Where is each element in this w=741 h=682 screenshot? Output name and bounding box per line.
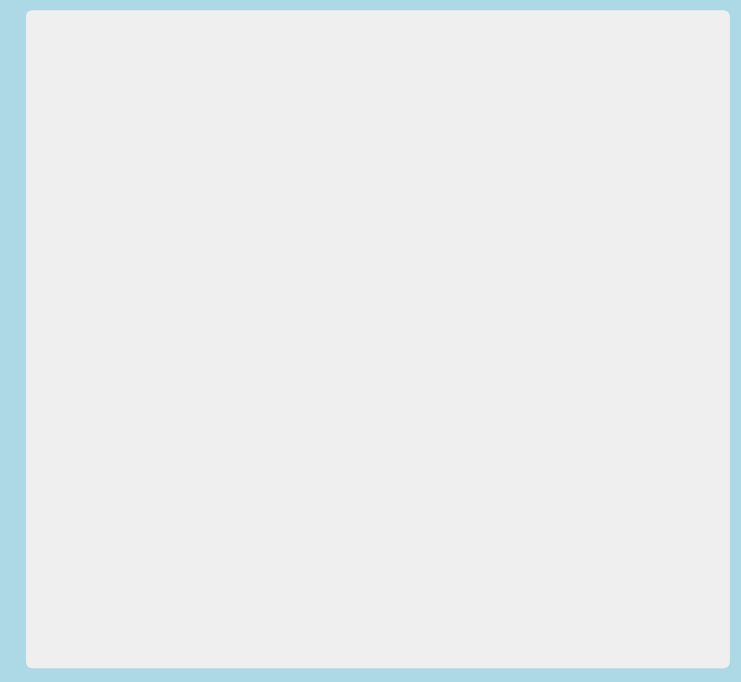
Text: If $RS$ = $x$ \u2013 7 and $TV$ = $x$ \u2013 19, what is the value of $x$?: If $RS$ = $x$ \u2013 7 and $TV$ = $x$ \u…	[63, 84, 647, 104]
Text: S: S	[139, 107, 150, 125]
Text: V: V	[272, 527, 284, 544]
Text: U: U	[71, 520, 84, 537]
Text: $\overline{TV}$ is a midsegment of △$RSU.$: $\overline{TV}$ is a midsegment of △$RSU…	[63, 44, 338, 72]
FancyBboxPatch shape	[107, 625, 160, 651]
Text: T: T	[82, 317, 93, 335]
Text: R: R	[442, 513, 454, 531]
Text: $x$ =: $x$ =	[63, 628, 99, 647]
